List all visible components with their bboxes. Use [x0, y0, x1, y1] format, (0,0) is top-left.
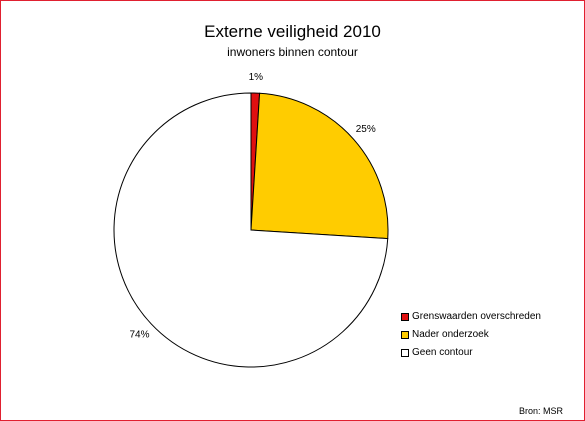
legend-label: Grenswaarden overschreden: [412, 311, 541, 322]
source-note: Bron: MSR: [518, 406, 563, 416]
legend-swatch: [401, 349, 409, 357]
pie-data-label-2: 25%: [356, 124, 376, 135]
chart-title: Externe veiligheid 2010: [204, 22, 381, 41]
legend-label: Geen contour: [412, 347, 473, 358]
pie-data-label-3: 74%: [129, 330, 149, 341]
legend-label: Nader onderzoek: [412, 329, 489, 340]
pie-slice-2: [250, 92, 389, 240]
chart-subtitle: inwoners binnen contour: [227, 45, 358, 59]
pie-slice-3: [113, 92, 389, 368]
pie-labels: 1% 25% 74%: [129, 72, 375, 341]
legend-swatch: [401, 331, 409, 339]
pie-data-label-1: 1%: [249, 72, 264, 83]
pie-slices: [113, 92, 389, 368]
legend-swatch: [401, 313, 409, 321]
